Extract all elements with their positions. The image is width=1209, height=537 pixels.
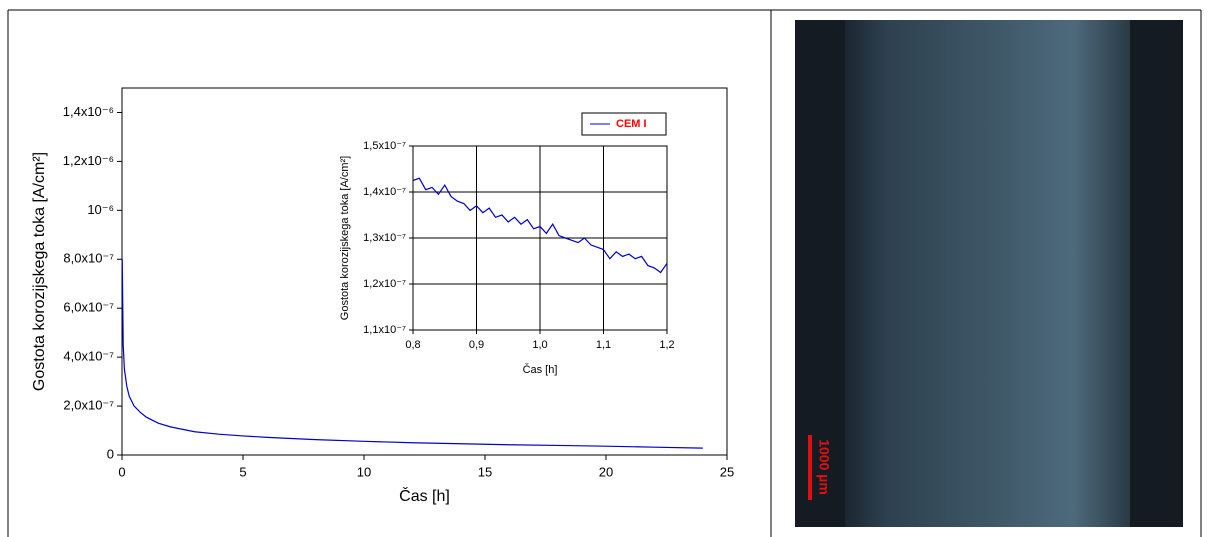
y-tick-label: 1,4x10⁻⁶: [63, 104, 114, 119]
data-line: [121, 259, 703, 449]
y-tick-label: 1,3x10⁻⁷: [363, 232, 406, 244]
photo-rod: [845, 20, 1130, 527]
legend-label: CEM I: [616, 118, 647, 130]
x-tick-label: 5: [239, 464, 246, 479]
y-tick-label: 2,0x10⁻⁷: [63, 398, 114, 413]
x-tick-label: 0,9: [469, 339, 484, 351]
y-tick-label: 6,0x10⁻⁷: [63, 300, 114, 315]
y-tick-label: 1,1x10⁻⁷: [363, 324, 406, 336]
x-tick-label: 15: [478, 464, 492, 479]
y-tick-label: 1,2x10⁻⁷: [363, 278, 406, 290]
scale-bar: [808, 435, 812, 500]
y-tick-label: 4,0x10⁻⁷: [63, 349, 114, 364]
chart: 1,1x10⁻⁷ 1,2x10⁻⁷ 1,3x10⁻⁷ 1,4x10⁻⁷ 1,5x10⁻⁷…: [339, 140, 675, 376]
y-tick-label: 1,4x10⁻⁷: [363, 186, 406, 198]
x-tick-label: 1,2: [659, 339, 674, 351]
legend-box: [581, 112, 667, 136]
y-tick-label: 0: [107, 446, 114, 461]
y-tick-label: 1,5x10⁻⁷: [363, 140, 406, 152]
y-axis-label: Gostota korozijskega toka [A/cm²]: [339, 156, 351, 320]
x-tick-label: 0,8: [405, 339, 420, 351]
x-tick-label: 10: [357, 464, 371, 479]
x-tick-label: 20: [599, 464, 613, 479]
x-axis-label: Čas [h]: [523, 363, 558, 376]
photo: 1000 µm: [795, 20, 1183, 527]
x-tick-label: 1,1: [596, 339, 611, 351]
x-tick-label: 1,0: [532, 339, 547, 351]
y-tick-label: 1,2x10⁻⁶: [63, 153, 114, 168]
scale-label: 1000 µm: [816, 439, 832, 495]
x-tick-label: 0: [118, 464, 125, 479]
y-tick-label: 10⁻⁶: [87, 202, 114, 217]
x-axis-label: Čas [h]: [399, 486, 450, 505]
x-tick-label: 25: [720, 464, 734, 479]
data-line: [412, 177, 668, 274]
y-axis-label: Gostota korozijskega toka [A/cm²]: [31, 152, 48, 391]
y-tick-label: 8,0x10⁻⁷: [63, 251, 114, 266]
